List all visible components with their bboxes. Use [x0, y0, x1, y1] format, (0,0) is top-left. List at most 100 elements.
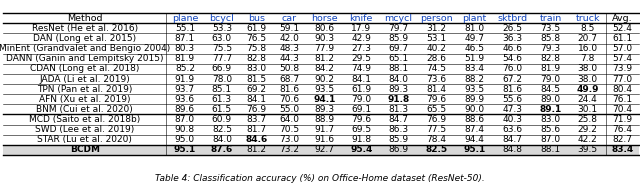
Text: 49.9: 49.9	[577, 85, 599, 94]
Text: 64.0: 64.0	[280, 115, 300, 124]
Text: 76.0: 76.0	[502, 64, 522, 73]
Text: 77.0: 77.0	[612, 74, 632, 84]
Text: 94.4: 94.4	[465, 135, 484, 144]
Text: 82.8: 82.8	[247, 54, 267, 63]
Text: 95.1: 95.1	[463, 145, 486, 154]
Text: 76.4: 76.4	[612, 125, 632, 134]
Text: 89.6: 89.6	[175, 105, 195, 114]
Text: 83.7: 83.7	[246, 115, 267, 124]
Text: 79.6: 79.6	[351, 115, 371, 124]
Text: 89.3: 89.3	[388, 85, 408, 94]
Text: 84.7: 84.7	[502, 135, 522, 144]
Text: 76.1: 76.1	[612, 95, 632, 104]
Text: 84.0: 84.0	[212, 135, 232, 144]
Text: 63.0: 63.0	[212, 34, 232, 43]
Text: 51.9: 51.9	[465, 54, 484, 63]
Text: plant: plant	[462, 14, 486, 23]
Text: 39.5: 39.5	[577, 145, 598, 154]
Text: 91.8: 91.8	[387, 95, 410, 104]
Text: knife: knife	[349, 14, 373, 23]
Text: 44.3: 44.3	[280, 54, 300, 63]
Text: 61.5: 61.5	[212, 105, 232, 114]
Text: 87.1: 87.1	[175, 34, 195, 43]
Text: plane: plane	[172, 14, 198, 23]
Text: 50.8: 50.8	[279, 64, 300, 73]
Text: 69.1: 69.1	[351, 105, 371, 114]
Text: MinEnt (Grandvalet and Bengio 2004): MinEnt (Grandvalet and Bengio 2004)	[0, 44, 170, 53]
Text: 49.7: 49.7	[465, 34, 484, 43]
Text: 86.3: 86.3	[388, 125, 408, 134]
Text: horse: horse	[311, 14, 337, 23]
Text: 28.6: 28.6	[426, 54, 446, 63]
Text: 77.5: 77.5	[426, 125, 446, 134]
Text: 81.2: 81.2	[314, 54, 334, 63]
Text: 85.9: 85.9	[388, 34, 408, 43]
Text: 53.1: 53.1	[426, 34, 446, 43]
Text: 8.5: 8.5	[580, 24, 595, 33]
Text: 81.3: 81.3	[388, 105, 408, 114]
Text: 61.9: 61.9	[246, 24, 267, 33]
Text: 74.5: 74.5	[426, 64, 446, 73]
Text: 53.3: 53.3	[212, 24, 232, 33]
Text: 55.6: 55.6	[502, 95, 522, 104]
Text: 69.2: 69.2	[247, 85, 267, 94]
Text: 91.7: 91.7	[314, 125, 334, 134]
Text: truck: truck	[575, 14, 600, 23]
Text: 68.7: 68.7	[279, 74, 300, 84]
Text: 91.9: 91.9	[175, 74, 195, 84]
Text: 95.4: 95.4	[350, 145, 372, 154]
Text: 55.0: 55.0	[279, 105, 300, 114]
Text: 30.1: 30.1	[577, 105, 598, 114]
Text: 76.9: 76.9	[426, 115, 446, 124]
Text: 89.9: 89.9	[465, 95, 484, 104]
Text: train: train	[540, 14, 562, 23]
Text: 82.7: 82.7	[612, 135, 632, 144]
Text: car: car	[282, 14, 297, 23]
Text: 77.7: 77.7	[212, 54, 232, 63]
Text: 73.9: 73.9	[612, 64, 632, 73]
Text: 85.6: 85.6	[541, 125, 561, 134]
Text: 87.4: 87.4	[465, 125, 484, 134]
Text: 81.4: 81.4	[426, 85, 446, 94]
Text: bcycl: bcycl	[209, 14, 234, 23]
Text: 77.9: 77.9	[314, 44, 334, 53]
Text: DAN (Long et al. 2015): DAN (Long et al. 2015)	[33, 34, 136, 43]
Text: 65.1: 65.1	[388, 54, 408, 63]
Text: 84.0: 84.0	[388, 74, 408, 84]
Text: 85.1: 85.1	[212, 85, 232, 94]
Text: 25.8: 25.8	[577, 115, 598, 124]
Text: 88.1: 88.1	[541, 145, 561, 154]
Text: 93.5: 93.5	[465, 85, 484, 94]
Text: 84.2: 84.2	[314, 64, 334, 73]
Text: 81.6: 81.6	[502, 85, 522, 94]
Text: 76.5: 76.5	[246, 34, 267, 43]
Text: 52.4: 52.4	[612, 24, 632, 33]
Text: 94.1: 94.1	[313, 95, 335, 104]
Text: 70.6: 70.6	[279, 95, 300, 104]
Text: 79.0: 79.0	[541, 74, 561, 84]
Text: 83.4: 83.4	[611, 145, 634, 154]
Text: 91.6: 91.6	[314, 135, 334, 144]
Text: 70.5: 70.5	[279, 125, 300, 134]
Text: 48.3: 48.3	[280, 44, 300, 53]
Text: 73.0: 73.0	[279, 135, 300, 144]
Text: 81.9: 81.9	[541, 64, 561, 73]
Text: 61.9: 61.9	[351, 85, 371, 94]
Text: 42.2: 42.2	[578, 135, 598, 144]
Text: 82.5: 82.5	[212, 125, 232, 134]
Text: 61.1: 61.1	[612, 34, 632, 43]
Text: 93.5: 93.5	[314, 85, 334, 94]
Text: 90.8: 90.8	[175, 125, 195, 134]
Text: 70.4: 70.4	[612, 105, 632, 114]
Text: 88.1: 88.1	[388, 64, 408, 73]
Text: Method: Method	[67, 14, 102, 23]
Text: 40.3: 40.3	[502, 115, 522, 124]
Text: 84.5: 84.5	[541, 85, 561, 94]
Text: 82.8: 82.8	[541, 54, 561, 63]
Text: 90.3: 90.3	[314, 34, 334, 43]
Text: 75.8: 75.8	[246, 44, 267, 53]
Text: 81.5: 81.5	[246, 74, 267, 84]
Text: 85.9: 85.9	[388, 135, 408, 144]
Text: 88.2: 88.2	[465, 74, 484, 84]
Text: 79.7: 79.7	[388, 24, 408, 33]
